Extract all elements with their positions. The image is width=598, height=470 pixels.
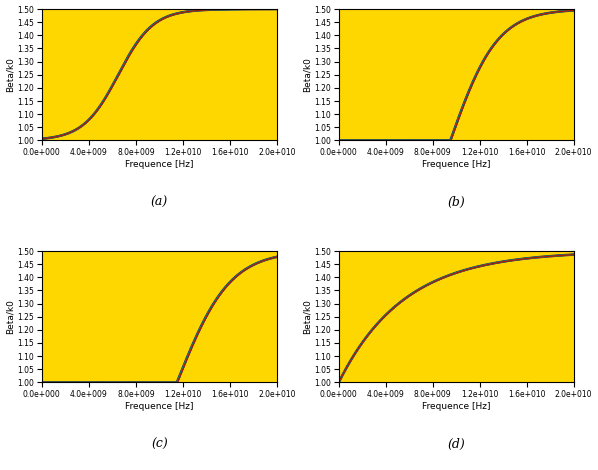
Y-axis label: Beta/k0: Beta/k0 — [303, 299, 312, 334]
X-axis label: Frequence [Hz]: Frequence [Hz] — [125, 160, 194, 169]
X-axis label: Frequence [Hz]: Frequence [Hz] — [422, 402, 490, 411]
Text: (b): (b) — [447, 196, 465, 209]
Text: (a): (a) — [151, 196, 168, 209]
Y-axis label: Beta/k0: Beta/k0 — [303, 57, 312, 92]
X-axis label: Frequence [Hz]: Frequence [Hz] — [125, 402, 194, 411]
Y-axis label: Beta/k0: Beta/k0 — [5, 57, 14, 92]
Y-axis label: Beta/k0: Beta/k0 — [5, 299, 14, 334]
Text: (c): (c) — [151, 438, 167, 451]
Text: (d): (d) — [447, 438, 465, 451]
X-axis label: Frequence [Hz]: Frequence [Hz] — [422, 160, 490, 169]
